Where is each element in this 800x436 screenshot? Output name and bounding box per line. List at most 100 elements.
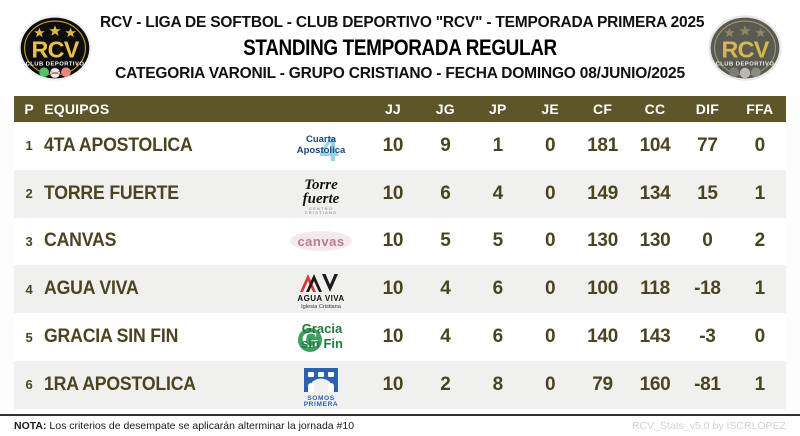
svg-text:G: G xyxy=(302,327,319,352)
row-dif: -81 xyxy=(694,373,721,395)
footer-note: NOTA: Los criterios de desempate se apli… xyxy=(14,420,354,432)
column-header-team[interactable]: EQUIPOS xyxy=(44,96,277,122)
row-ffa: 0 xyxy=(754,134,766,156)
svg-text:CLUB DEPORTIVO: CLUB DEPORTIVO xyxy=(716,62,775,68)
row-cc: 134 xyxy=(639,182,671,204)
row-jg: 2 xyxy=(440,373,451,395)
column-header-ffa[interactable]: FFA xyxy=(733,96,786,122)
svg-text:CRISTIANO: CRISTIANO xyxy=(305,210,338,215)
page-header: RCV CLUB DEPORTIVO RCV - LIGA DE SOFTBOL… xyxy=(0,0,800,96)
row-je: 0 xyxy=(545,278,556,300)
svg-text:CENTRO: CENTRO xyxy=(309,206,333,211)
svg-text:Iglesia Cristiana: Iglesia Cristiana xyxy=(301,304,342,310)
rcv-crest-left-icon: RCV CLUB DEPORTIVO xyxy=(16,9,94,87)
table-row[interactable]: 3 CANVAS canvas 10 5 5 0 130 xyxy=(14,217,786,266)
row-position: 5 xyxy=(25,329,33,345)
column-header-pos[interactable]: P xyxy=(14,96,45,122)
row-je: 0 xyxy=(545,230,556,252)
table-header-row: P EQUIPOS JJ JG JP JE CF CC DIF FFA xyxy=(14,96,786,122)
footer-credit: RCV_Stats_v5.0 by ISCRLOPEZ xyxy=(631,420,786,432)
row-cc: 118 xyxy=(640,278,670,300)
row-position: 6 xyxy=(25,377,33,393)
row-jp: 6 xyxy=(492,326,504,348)
svg-text:SOMOS: SOMOS xyxy=(308,395,336,402)
table-row[interactable]: 1 4TA APOSTOLICA 4 Cuarta Apostolica 10 … xyxy=(14,122,786,170)
row-je: 0 xyxy=(545,326,556,348)
table-row[interactable]: 4 AGUA VIVA AGUA VIVA Iglesia Cristiana xyxy=(14,265,786,314)
row-jp: 6 xyxy=(492,278,504,300)
row-jg: 6 xyxy=(440,182,451,204)
row-je: 0 xyxy=(545,182,556,204)
row-jp: 8 xyxy=(492,373,504,395)
row-jp: 4 xyxy=(492,182,504,204)
row-team-name: 1RA APOSTOLICA xyxy=(44,373,197,395)
row-position: 3 xyxy=(25,233,33,249)
canvas-logo-icon: canvas xyxy=(284,219,358,263)
svg-text:AGUA VIVA: AGUA VIVA xyxy=(298,294,345,303)
row-je: 0 xyxy=(545,134,556,156)
row-cc: 160 xyxy=(639,373,671,395)
row-team-name: CANVAS xyxy=(44,230,117,252)
svg-text:canvas: canvas xyxy=(298,234,345,249)
row-dif: 15 xyxy=(697,182,718,204)
column-header-logo xyxy=(276,96,367,122)
column-header-cf[interactable]: CF xyxy=(576,96,629,122)
row-jg: 4 xyxy=(440,278,451,300)
row-team-name: AGUA VIVA xyxy=(44,278,139,300)
row-jj: 10 xyxy=(382,373,404,395)
row-dif: 77 xyxy=(697,134,718,156)
column-header-jj[interactable]: JJ xyxy=(366,96,420,122)
row-cf: 100 xyxy=(587,278,618,300)
row-ffa: 1 xyxy=(754,278,766,300)
row-position: 2 xyxy=(25,186,33,202)
row-jj: 10 xyxy=(382,182,404,204)
footer-note-label: NOTA: xyxy=(14,420,47,432)
standings-table-container: P EQUIPOS JJ JG JP JE CF CC DIF FFA 1 xyxy=(0,96,800,409)
agua-viva-logo-icon: AGUA VIVA Iglesia Cristiana xyxy=(284,267,358,311)
row-jp: 5 xyxy=(492,230,504,252)
svg-text:4: 4 xyxy=(320,131,339,167)
somos-primera-logo-icon: SOMOS PRIMERA xyxy=(284,363,358,407)
svg-text:Cuarta: Cuarta xyxy=(306,134,337,145)
column-header-je[interactable]: JE xyxy=(523,96,577,122)
svg-text:Gracia: Gracia xyxy=(302,321,343,336)
column-header-dif[interactable]: DIF xyxy=(681,96,734,122)
row-jg: 9 xyxy=(440,134,451,156)
svg-text:CLUB DEPORTIVO: CLUB DEPORTIVO xyxy=(26,62,85,68)
svg-text:Apostolica: Apostolica xyxy=(297,145,346,156)
row-team-name: TORRE FUERTE xyxy=(44,182,180,204)
row-team-logo: G Gracia sin Fin xyxy=(276,313,367,361)
row-cc: 130 xyxy=(639,230,671,252)
standings-table-body: 1 4TA APOSTOLICA 4 Cuarta Apostolica 10 … xyxy=(14,122,786,409)
row-team-name: GRACIA SIN FIN xyxy=(44,326,179,348)
row-jg: 5 xyxy=(440,230,451,252)
table-row[interactable]: 6 1RA APOSTOLICA xyxy=(14,360,786,409)
column-header-cc[interactable]: CC xyxy=(628,96,682,122)
row-position: 1 xyxy=(25,138,33,154)
row-jp: 1 xyxy=(492,134,504,156)
svg-text:RCV: RCV xyxy=(31,36,79,62)
row-jj: 10 xyxy=(382,134,404,156)
page-title: STANDING TEMPORADA REGULAR xyxy=(243,35,557,61)
row-dif: -3 xyxy=(699,326,716,348)
header-subtitle-bottom: CATEGORIA VARONIL - GRUPO CRISTIANO - FE… xyxy=(115,64,685,82)
page-footer: NOTA: Los criterios de desempate se apli… xyxy=(0,414,800,436)
row-je: 0 xyxy=(545,373,556,395)
row-cf: 149 xyxy=(587,182,618,204)
row-ffa: 1 xyxy=(754,182,766,204)
svg-text:sin Fin: sin Fin xyxy=(301,336,343,351)
svg-text:Torre: Torre xyxy=(305,177,339,193)
column-header-jp[interactable]: JP xyxy=(471,96,524,122)
row-jj: 10 xyxy=(382,278,404,300)
row-team-logo: 4 Cuarta Apostolica xyxy=(276,122,367,170)
row-cc: 104 xyxy=(639,134,671,156)
gracia-sin-fin-logo-icon: G Gracia sin Fin xyxy=(284,315,358,359)
row-jg: 4 xyxy=(440,326,451,348)
table-row[interactable]: 5 GRACIA SIN FIN G Gracia sin Fin 10 xyxy=(14,313,786,361)
column-header-jg[interactable]: JG xyxy=(419,96,472,122)
row-ffa: 1 xyxy=(754,373,766,395)
svg-text:RCV: RCV xyxy=(721,36,769,62)
cuarta-apostolica-logo-icon: 4 Cuarta Apostolica xyxy=(284,124,358,168)
row-ffa: 2 xyxy=(754,230,766,252)
table-row[interactable]: 2 TORRE FUERTE Torre fuerte CENTRO CRIST… xyxy=(14,169,786,218)
